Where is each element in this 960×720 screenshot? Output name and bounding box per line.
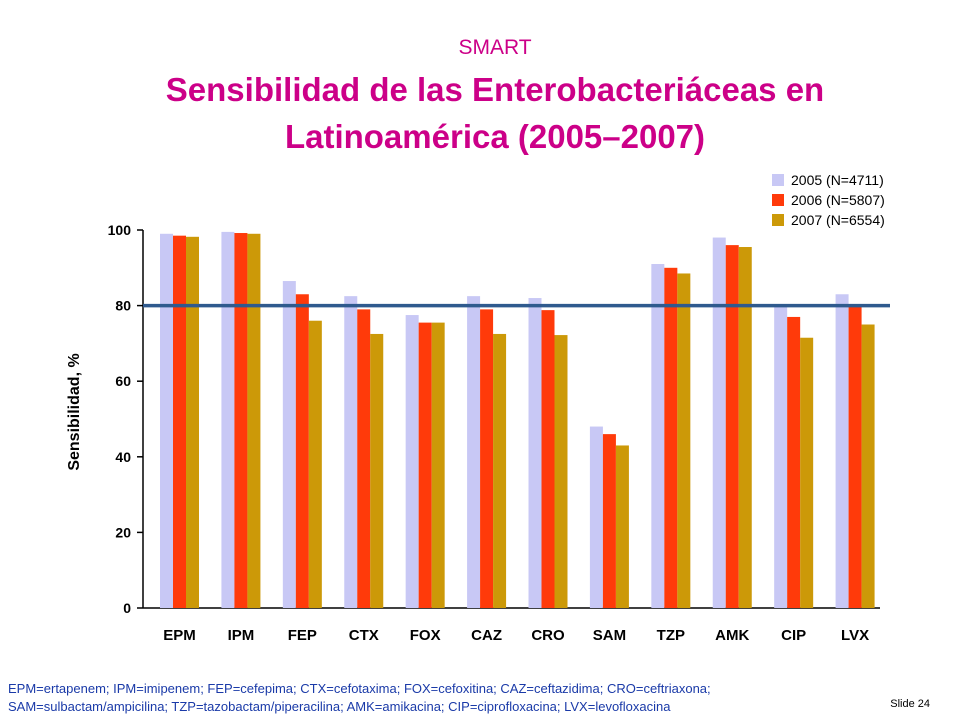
y-tick-label: 20 (115, 524, 131, 540)
bar-caz-1 (480, 309, 494, 608)
chart-subtitle: SMART (458, 36, 532, 59)
bar-cip-0 (774, 305, 788, 608)
bar-ctx-1 (357, 309, 371, 608)
y-tick-label: 0 (123, 600, 131, 616)
bar-ctx-0 (344, 296, 358, 608)
bar-lvx-1 (848, 306, 862, 608)
x-tick-label: CRO (531, 627, 565, 644)
legend-swatch-2005 (772, 174, 784, 186)
bar-fox-2 (431, 322, 445, 608)
bar-fox-0 (405, 315, 419, 608)
bar-fox-1 (418, 322, 432, 608)
bar-sam-1 (602, 434, 616, 608)
x-tick-label: CIP (781, 627, 806, 644)
chart-title-line1: Sensibilidad de las Enterobacteriáceas e… (165, 71, 825, 108)
x-tick-label: CAZ (471, 627, 502, 644)
footnote-line2: SAM=sulbactam/ampicilina; TZP=tazobactam… (8, 699, 671, 714)
bar-cro-2 (554, 335, 568, 608)
y-tick-label: 60 (115, 373, 131, 389)
legend-label-2006: 2006 (N=5807) (791, 192, 885, 208)
slide-number: Slide 24 (890, 698, 930, 710)
bar-sam-0 (589, 426, 603, 608)
legend-swatch-2006 (772, 194, 784, 206)
legend-item-2007: 2007 (N=6554) (772, 210, 885, 230)
bar-lvx-2 (861, 324, 875, 608)
bar-ipm-0 (221, 231, 235, 608)
bar-tzp-0 (651, 264, 665, 608)
x-tick-label: LVX (841, 627, 869, 644)
bar-ctx-2 (370, 333, 384, 608)
bar-caz-0 (467, 296, 481, 608)
x-tick-label: FEP (288, 627, 317, 644)
y-tick-label: 80 (115, 298, 131, 314)
x-tick-label: IPM (228, 627, 255, 644)
x-tick-label: AMK (715, 627, 749, 644)
y-tick-label: 40 (115, 449, 131, 465)
chart-title-line2: Latinoamérica (2005–2007) (284, 118, 706, 155)
x-tick-label: FOX (410, 627, 441, 644)
y-tick-label: 100 (108, 222, 132, 238)
bar-cip-2 (800, 337, 814, 608)
chart-legend: 2005 (N=4711) 2006 (N=5807) 2007 (N=6554… (772, 170, 885, 230)
x-tick-label: SAM (593, 627, 626, 644)
legend-item-2005: 2005 (N=4711) (772, 170, 885, 190)
footnote: EPM=ertapenem; IPM=imipenem; FEP=cefepim… (8, 680, 888, 716)
bar-caz-2 (493, 333, 507, 608)
x-tick-label: CTX (349, 627, 379, 644)
legend-item-2006: 2006 (N=5807) (772, 190, 885, 210)
x-tick-label: EPM (163, 627, 196, 644)
bar-cip-1 (787, 316, 801, 608)
bar-tzp-2 (677, 273, 691, 608)
bar-ipm-1 (234, 233, 248, 609)
bar-amk-1 (725, 245, 739, 608)
legend-label-2007: 2007 (N=6554) (791, 212, 885, 228)
bar-epm-0 (160, 233, 173, 608)
legend-swatch-2007 (772, 214, 784, 226)
bar-ipm-2 (247, 233, 261, 608)
bar-amk-2 (738, 247, 752, 608)
legend-label-2005: 2005 (N=4711) (791, 172, 884, 188)
bar-lvx-0 (835, 294, 849, 608)
y-axis-title: Sensibilidad, % (66, 353, 83, 470)
bar-cro-0 (528, 298, 542, 608)
footnote-line1: EPM=ertapenem; IPM=imipenem; FEP=cefepim… (8, 681, 711, 696)
bar-fep-1 (295, 294, 309, 608)
bar-tzp-1 (664, 267, 678, 608)
bar-cro-1 (541, 310, 555, 608)
bar-epm-2 (186, 236, 199, 608)
bar-fep-0 (282, 281, 296, 608)
x-tick-label: TZP (657, 627, 685, 644)
bar-sam-2 (615, 445, 629, 608)
bar-amk-0 (712, 237, 726, 608)
bar-epm-1 (173, 235, 186, 609)
chart-title: Sensibilidad de las Enterobacteriáceas e… (90, 66, 900, 160)
bar-fep-2 (308, 320, 322, 608)
